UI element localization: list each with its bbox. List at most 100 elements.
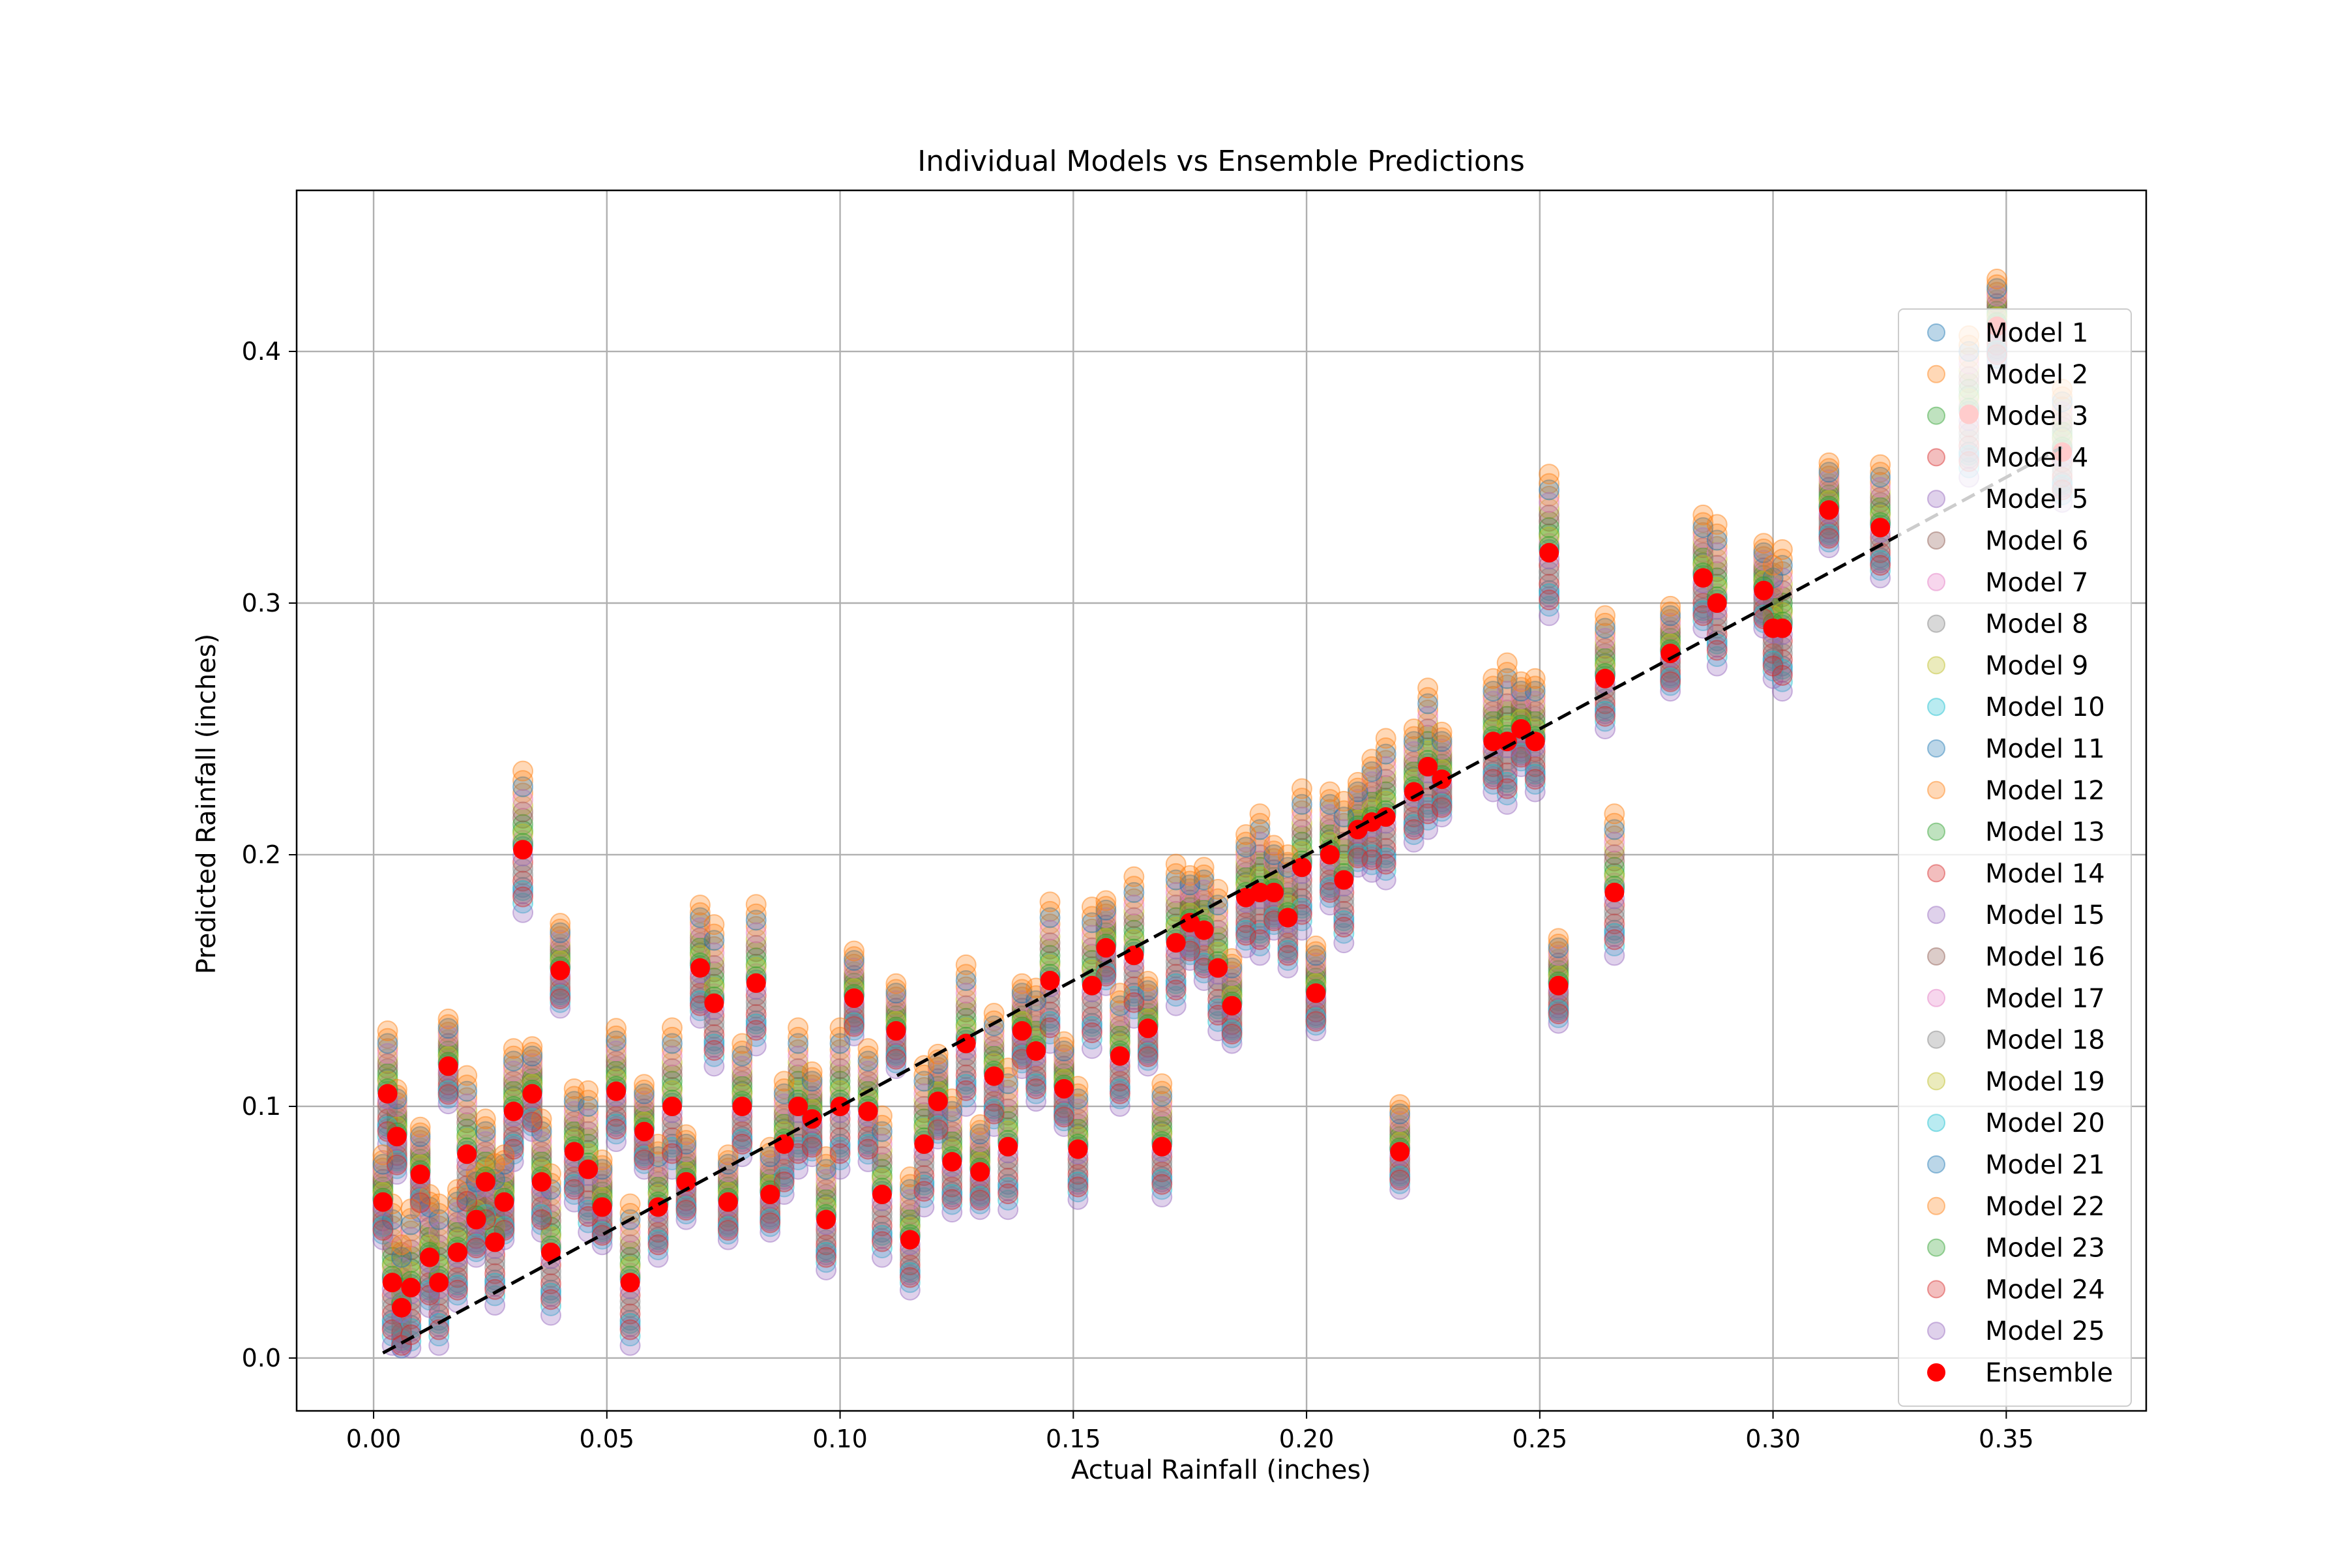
- model-point: [1361, 748, 1383, 770]
- model-point: [456, 1074, 478, 1096]
- legend-marker: [1927, 1363, 1945, 1382]
- model-point: [1039, 891, 1061, 913]
- model-point: [1771, 664, 1793, 686]
- ensemble-point: [1320, 844, 1340, 865]
- ensemble-point: [1096, 938, 1116, 958]
- model-point: [1417, 718, 1439, 739]
- model-point: [1151, 1091, 1173, 1112]
- model-point: [1524, 700, 1546, 722]
- ensemble-point: [774, 1134, 794, 1154]
- model-point: [409, 1133, 431, 1155]
- model-point: [531, 1141, 552, 1162]
- model-point: [1095, 915, 1117, 936]
- model-point: [745, 1010, 767, 1031]
- model-point: [1081, 1013, 1102, 1034]
- model-point: [512, 883, 534, 904]
- model-point: [773, 1168, 795, 1190]
- model-point: [619, 1316, 641, 1337]
- model-point: [731, 1041, 753, 1062]
- model-point: [503, 1144, 524, 1165]
- ensemble-point: [1754, 580, 1774, 600]
- model-point: [1753, 539, 1775, 560]
- model-point: [428, 1215, 450, 1237]
- model-point: [1039, 1023, 1061, 1044]
- model-point: [634, 1074, 655, 1095]
- model-point: [1496, 705, 1518, 727]
- model-point: [1263, 848, 1284, 869]
- model-point: [1403, 819, 1424, 840]
- model-point: [1319, 895, 1340, 916]
- model-point: [1389, 1118, 1411, 1140]
- model-point: [550, 926, 571, 947]
- model-point: [1389, 1173, 1411, 1194]
- model-point: [409, 1137, 431, 1159]
- model-point: [844, 946, 865, 968]
- model-point: [1361, 766, 1383, 788]
- model-point: [731, 1071, 753, 1092]
- ensemble-point: [1539, 542, 1559, 563]
- model-point: [1235, 917, 1257, 938]
- model-point: [1277, 957, 1299, 979]
- model-point: [1771, 643, 1793, 664]
- model-point: [465, 1237, 487, 1259]
- model-point: [428, 1193, 450, 1215]
- model-point: [1511, 684, 1532, 705]
- model-point: [578, 1121, 599, 1142]
- model-point: [1496, 784, 1518, 806]
- model-point: [1431, 801, 1453, 822]
- model-point: [857, 1076, 879, 1097]
- model-point: [941, 1189, 963, 1210]
- model-point: [983, 1108, 1005, 1130]
- model-point: [1026, 1010, 1047, 1031]
- model-point: [1039, 1017, 1061, 1039]
- model-point: [1604, 907, 1625, 928]
- model-point: [969, 1127, 991, 1149]
- model-point: [386, 1099, 407, 1121]
- model-point: [591, 1170, 613, 1191]
- model-point: [494, 1157, 515, 1179]
- model-point: [606, 1045, 627, 1067]
- model-point: [1054, 1110, 1075, 1132]
- model-point: [1389, 1107, 1411, 1129]
- model-point: [1137, 976, 1159, 998]
- model-point: [1986, 282, 2008, 303]
- model-point: [409, 1190, 431, 1211]
- legend-marker: [1927, 988, 1945, 1007]
- model-point: [1109, 1080, 1130, 1102]
- model-point: [634, 1087, 655, 1108]
- x-tick-label: 0.30: [1745, 1425, 1801, 1453]
- model-point: [456, 1187, 478, 1209]
- model-point: [1067, 1189, 1089, 1210]
- model-point: [773, 1078, 795, 1099]
- model-point: [955, 988, 977, 1010]
- legend-marker: [1927, 1238, 1945, 1257]
- model-point: [913, 1165, 935, 1187]
- model-point: [661, 1149, 683, 1170]
- model-point: [1026, 1076, 1047, 1097]
- model-point: [1221, 1023, 1243, 1044]
- legend-marker: [1927, 906, 1945, 925]
- model-point: [606, 1025, 627, 1046]
- model-point: [788, 1159, 809, 1180]
- model-point: [428, 1228, 450, 1249]
- model-point: [1151, 1174, 1173, 1195]
- model-point: [1539, 567, 1560, 589]
- model-point: [801, 1067, 823, 1088]
- model-point: [661, 1133, 683, 1155]
- model-point: [409, 1196, 431, 1217]
- legend-label: Model 3: [1985, 402, 2088, 432]
- model-point: [1771, 662, 1793, 683]
- model-point: [1403, 726, 1424, 747]
- model-point: [1054, 1101, 1075, 1122]
- ensemble-point: [447, 1242, 467, 1262]
- model-point: [1870, 471, 1891, 493]
- model-point: [447, 1262, 468, 1283]
- model-point: [1595, 718, 1616, 739]
- model-point: [1771, 539, 1793, 560]
- model-point: [899, 1199, 921, 1220]
- model-point: [1539, 517, 1560, 539]
- legend-label: Ensemble: [1985, 1358, 2113, 1388]
- model-point: [372, 1165, 394, 1187]
- model-point: [428, 1221, 450, 1243]
- model-point: [419, 1206, 440, 1228]
